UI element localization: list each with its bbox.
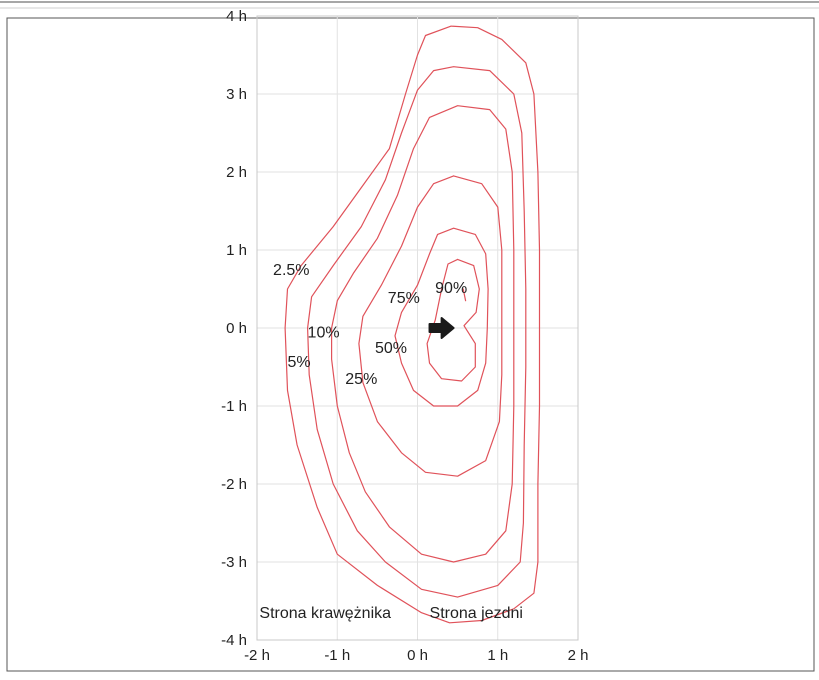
direction-arrow bbox=[428, 317, 455, 339]
contour-line-2 bbox=[331, 105, 515, 563]
contour-label-6: 90% bbox=[435, 280, 467, 297]
y-tick-label-2: 2 h bbox=[226, 164, 247, 181]
contour-lines bbox=[284, 25, 541, 624]
chart-panel bbox=[6, 17, 815, 672]
contour-line-5 bbox=[426, 258, 480, 382]
contour-label-1: 5% bbox=[287, 354, 310, 371]
x-tick-label-0: -2 h bbox=[244, 647, 270, 664]
direction-arrow-shape bbox=[428, 317, 455, 339]
x-tick-label-3: 1 h bbox=[487, 647, 508, 664]
contour-labels: 2.5% 5% 10% 25% 50% 75% 90% bbox=[273, 262, 467, 388]
y-tick-label-8: -4 h bbox=[221, 632, 247, 649]
side-labels: Strona krawężnika Strona jezdni bbox=[259, 605, 523, 622]
y-tick-label-7: -3 h bbox=[221, 554, 247, 571]
y-tick-label-4: 0 h bbox=[226, 320, 247, 337]
contour-line-0 bbox=[284, 25, 541, 624]
contour-line-3 bbox=[358, 175, 503, 477]
contour-line-1 bbox=[307, 66, 527, 598]
contour-label-3: 25% bbox=[345, 371, 377, 388]
side-label-0: Strona krawężnika bbox=[259, 605, 391, 622]
side-label-1: Strona jezdni bbox=[430, 605, 523, 622]
x-tick-label-1: -1 h bbox=[324, 647, 350, 664]
x-tick-label-2: 0 h bbox=[407, 647, 428, 664]
contour-label-2: 10% bbox=[308, 324, 340, 341]
contour-label-0: 2.5% bbox=[273, 262, 309, 279]
contour-label-5: 75% bbox=[388, 290, 420, 307]
y-tick-label-3: 1 h bbox=[226, 242, 247, 259]
y-tick-label-6: -2 h bbox=[221, 476, 247, 493]
x-tick-label-4: 2 h bbox=[568, 647, 589, 664]
plot-area bbox=[256, 15, 579, 641]
contour-line-6 bbox=[462, 288, 467, 302]
y-tick-label-0: 4 h bbox=[226, 8, 247, 25]
contour-line-4 bbox=[394, 227, 489, 407]
y-tick-label-1: 3 h bbox=[226, 86, 247, 103]
contour-label-4: 50% bbox=[375, 340, 407, 357]
y-tick-label-5: -1 h bbox=[221, 398, 247, 415]
